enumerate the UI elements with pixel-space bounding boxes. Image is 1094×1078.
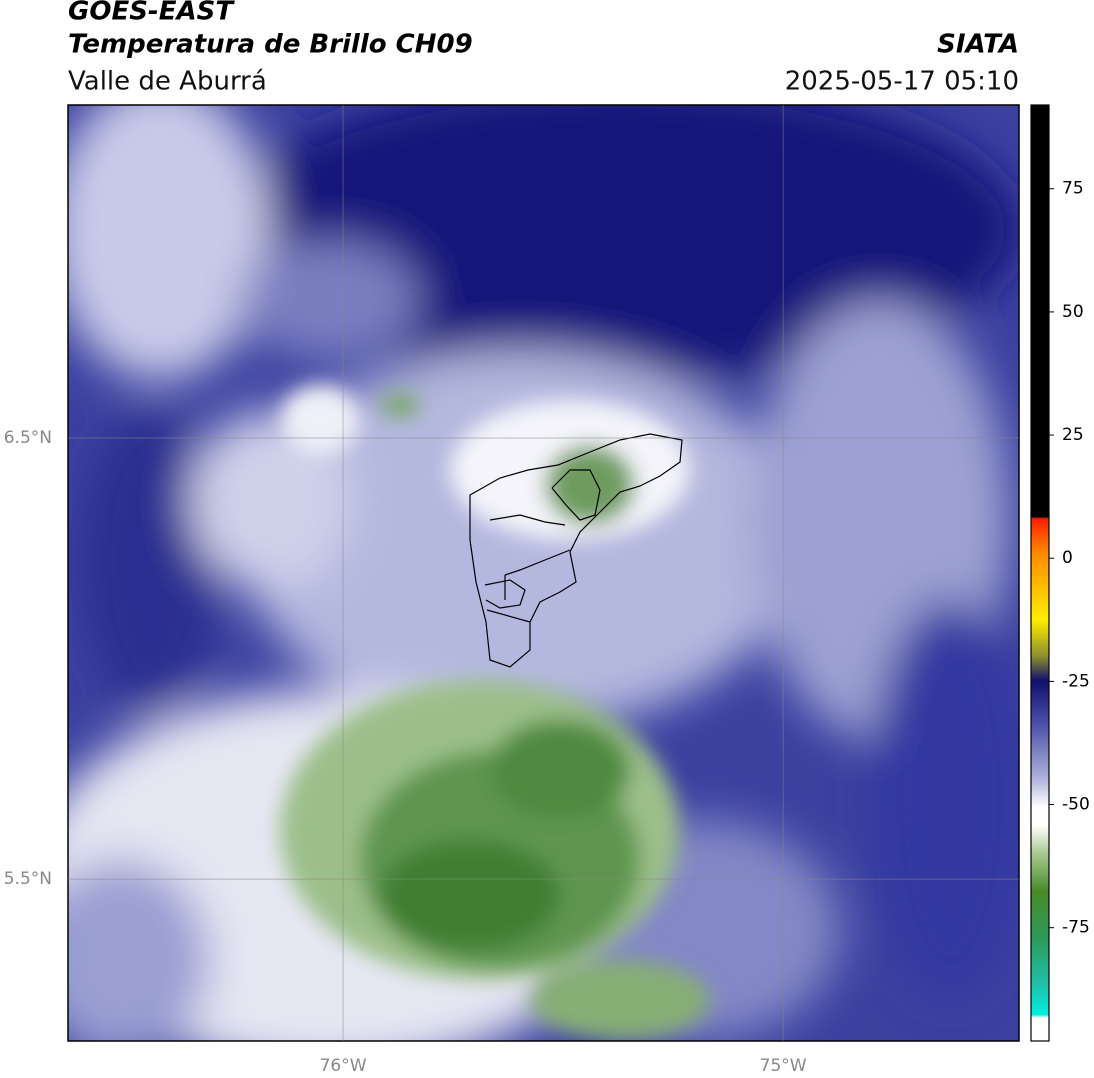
colorbar-tick-label: 25 bbox=[1062, 425, 1084, 445]
colorbar-tick-label: 75 bbox=[1062, 179, 1084, 199]
subtitle: Temperatura de Brillo CH09 bbox=[68, 30, 473, 60]
colorbar-tick-label: 0 bbox=[1062, 548, 1073, 568]
colorbar-tick-label: -75 bbox=[1062, 918, 1090, 938]
source: SIATA bbox=[937, 30, 1019, 60]
colorbar-tick-label: -50 bbox=[1062, 795, 1090, 815]
map-frame bbox=[67, 104, 1020, 1042]
brightness-field bbox=[68, 105, 1019, 1041]
region: Valle de Aburrá bbox=[68, 67, 267, 97]
colorbar bbox=[1030, 104, 1050, 1042]
y-tick-label: 6.5°N bbox=[4, 428, 52, 448]
colorbar-tick-label: -25 bbox=[1062, 671, 1090, 691]
colorbar-tick-label: 50 bbox=[1062, 302, 1084, 322]
title: GOES-EAST bbox=[68, 0, 235, 27]
valle-aburra-outline bbox=[469, 433, 683, 668]
x-tick-label: 76°W bbox=[320, 1056, 367, 1076]
y-tick-label: 5.5°N bbox=[4, 869, 52, 889]
x-tick-label: 75°W bbox=[760, 1056, 807, 1076]
timestamp: 2025-05-17 05:10 bbox=[785, 67, 1019, 97]
